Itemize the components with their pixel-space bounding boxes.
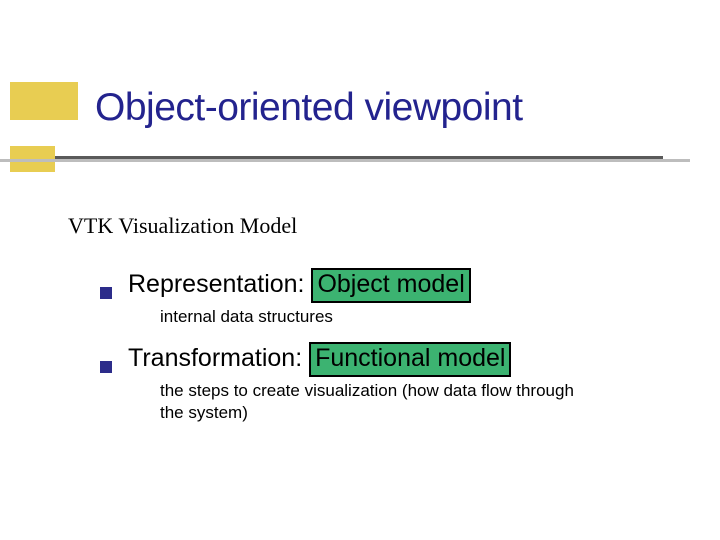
bullet-description: the steps to create visualization (how d…: [160, 380, 680, 424]
bullet-highlight: Functional model: [309, 342, 511, 377]
title-underline-dark: [55, 156, 663, 159]
bullet-square-icon: [100, 287, 112, 299]
bullet-item: Representation: Object model: [100, 268, 471, 303]
subheading: VTK Visualization Model: [68, 213, 297, 239]
bullet-prefix: Transformation:: [128, 344, 309, 372]
title-underline-light: [0, 159, 690, 162]
bullet-square-icon: [100, 361, 112, 373]
bullet-prefix: Representation:: [128, 270, 311, 298]
slide-title: Object-oriented viewpoint: [95, 86, 523, 129]
slide-title-region: Object-oriented viewpoint: [95, 86, 523, 130]
bullet-description: internal data structures: [160, 306, 680, 328]
bullet-item: Transformation: Functional model: [100, 342, 511, 377]
bullet-text: Transformation: Functional model: [128, 342, 511, 377]
bullet-text: Representation: Object model: [128, 268, 471, 303]
accent-square-1: [10, 82, 78, 120]
bullet-highlight: Object model: [311, 268, 470, 303]
